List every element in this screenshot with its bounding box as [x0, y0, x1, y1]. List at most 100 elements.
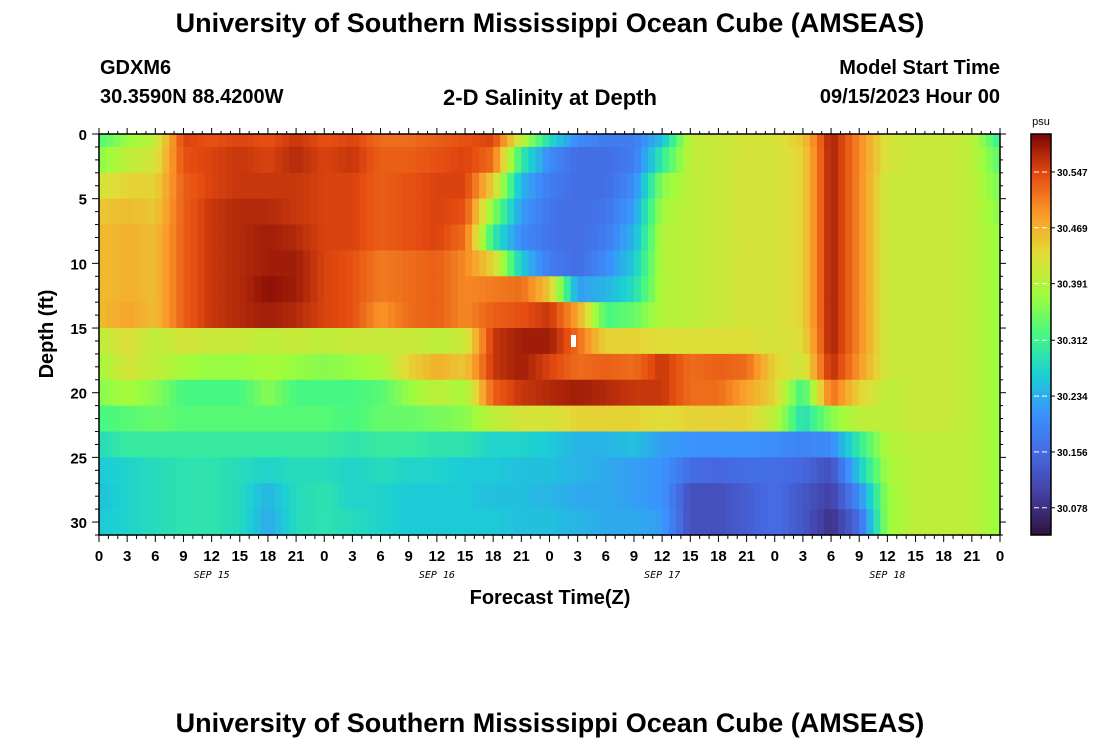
heatmap-cell: [732, 172, 741, 200]
heatmap-cell: [450, 250, 459, 277]
colorbar-tick-label: 30.234: [1057, 392, 1088, 403]
heatmap-cell: [591, 198, 600, 226]
heatmap-cell: [429, 302, 438, 329]
heatmap-cell: [880, 431, 888, 458]
heatmap-cell: [633, 276, 642, 303]
heatmap-cell: [591, 172, 600, 200]
heatmap-cell: [915, 405, 924, 433]
heatmap-cell: [260, 509, 269, 536]
heatmap-cell: [352, 328, 361, 355]
heatmap-cell: [183, 250, 192, 277]
heatmap-cell: [992, 405, 1001, 433]
heatmap-cell: [831, 509, 839, 536]
heatmap-cell: [120, 172, 128, 200]
heatmap-cell: [746, 483, 755, 510]
heatmap-cell: [648, 509, 656, 536]
heatmap-cell: [676, 146, 684, 174]
heatmap-cell: [542, 198, 551, 226]
heatmap-cell: [218, 134, 227, 148]
x-date-label: SEP 17: [644, 570, 680, 581]
heatmap-cell: [626, 483, 635, 510]
heatmap-cell: [922, 224, 931, 252]
heatmap-cell: [542, 431, 551, 458]
heatmap-cell: [633, 198, 642, 226]
heatmap-cell: [943, 250, 952, 277]
heatmap-cell: [824, 134, 832, 148]
x-tick-label: 9: [855, 548, 863, 565]
heatmap-cell: [725, 146, 734, 174]
heatmap-cell: [232, 198, 241, 226]
heatmap-cell: [162, 302, 170, 329]
heatmap-cell: [760, 379, 769, 407]
heatmap-cell: [436, 172, 445, 200]
heatmap-cell: [282, 353, 290, 381]
heatmap-cell: [514, 198, 522, 226]
heatmap-cell: [746, 250, 755, 277]
heatmap-cell: [549, 379, 558, 407]
heatmap-cell: [282, 198, 290, 226]
heatmap-cell: [978, 405, 987, 433]
heatmap-cell: [641, 172, 649, 200]
heatmap-cell: [239, 302, 248, 329]
heatmap-cell: [528, 509, 537, 536]
heatmap-cell: [887, 146, 896, 174]
heatmap-cell: [457, 328, 466, 355]
heatmap-cell: [985, 146, 994, 174]
heatmap-cell: [795, 405, 804, 433]
heatmap-cell: [831, 353, 839, 381]
heatmap-cell: [204, 509, 213, 536]
heatmap-cell: [303, 379, 311, 407]
heatmap-cell: [725, 483, 734, 510]
heatmap-cell: [626, 146, 635, 174]
heatmap-cell: [676, 405, 684, 433]
heatmap-cell: [486, 328, 494, 355]
heatmap-cell: [887, 224, 896, 252]
heatmap-cell: [887, 509, 896, 536]
heatmap-cell: [127, 134, 135, 148]
heatmap-cell: [148, 379, 156, 407]
heatmap-cell: [239, 172, 248, 200]
heatmap-cell: [373, 146, 382, 174]
heatmap-cell: [908, 405, 917, 433]
heatmap-cell: [211, 250, 220, 277]
heatmap-cell: [134, 250, 142, 277]
heatmap-cell: [106, 198, 114, 226]
heatmap-cell: [866, 198, 874, 226]
heatmap-cell: [662, 146, 670, 174]
page-title: University of Southern Mississippi Ocean…: [175, 8, 925, 38]
heatmap-cell: [535, 172, 544, 200]
heatmap-cell: [303, 483, 311, 510]
heatmap-cell: [690, 302, 698, 329]
heatmap-cell: [929, 302, 938, 329]
heatmap-cell: [556, 353, 565, 381]
heatmap-cell: [183, 431, 192, 458]
heatmap-cell: [211, 379, 220, 407]
heatmap-cell: [978, 224, 987, 252]
heatmap-cell: [816, 198, 825, 226]
heatmap-cell: [619, 198, 628, 226]
heatmap-cell: [148, 146, 156, 174]
heatmap-cell: [401, 328, 410, 355]
heatmap-cell: [450, 405, 459, 433]
heatmap-cell: [866, 379, 874, 407]
heatmap-cell: [176, 302, 185, 329]
heatmap-cell: [866, 146, 874, 174]
heatmap-cell: [155, 276, 163, 303]
heatmap-cell: [183, 379, 192, 407]
heatmap-cell: [929, 353, 938, 381]
heatmap-cell: [704, 405, 712, 433]
heatmap-cell: [155, 509, 163, 536]
heatmap-cell: [401, 302, 410, 329]
heatmap-cell: [310, 483, 318, 510]
heatmap-cell: [380, 198, 389, 226]
heatmap-cell: [246, 302, 255, 329]
x-tick-label: 0: [771, 548, 779, 565]
heatmap-cell: [683, 405, 691, 433]
heatmap-cell: [120, 509, 128, 536]
heatmap-cell: [479, 405, 487, 433]
heatmap-cell: [929, 483, 938, 510]
heatmap-cell: [781, 328, 790, 355]
heatmap-cell: [267, 483, 276, 510]
heatmap-cell: [852, 379, 860, 407]
heatmap-cell: [655, 172, 663, 200]
